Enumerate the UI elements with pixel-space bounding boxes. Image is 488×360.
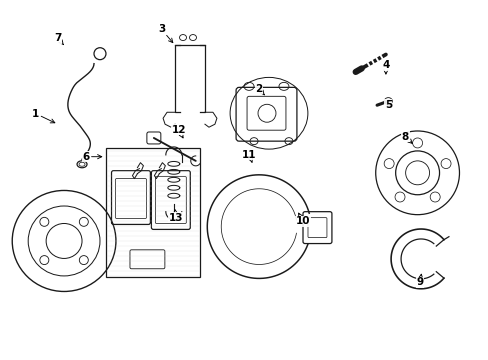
Text: 8: 8 bbox=[401, 132, 411, 143]
Text: 10: 10 bbox=[295, 213, 309, 226]
Text: 13: 13 bbox=[169, 210, 183, 222]
Text: 1: 1 bbox=[32, 109, 55, 123]
Text: 2: 2 bbox=[255, 84, 264, 95]
Text: 6: 6 bbox=[82, 152, 102, 162]
Text: 9: 9 bbox=[416, 274, 423, 287]
Text: 12: 12 bbox=[171, 125, 185, 138]
Text: 11: 11 bbox=[242, 150, 256, 162]
Text: 7: 7 bbox=[55, 33, 63, 45]
Text: 4: 4 bbox=[382, 60, 389, 74]
Text: 3: 3 bbox=[158, 24, 172, 42]
Bar bbox=[105, 148, 200, 277]
Text: 5: 5 bbox=[384, 100, 391, 110]
